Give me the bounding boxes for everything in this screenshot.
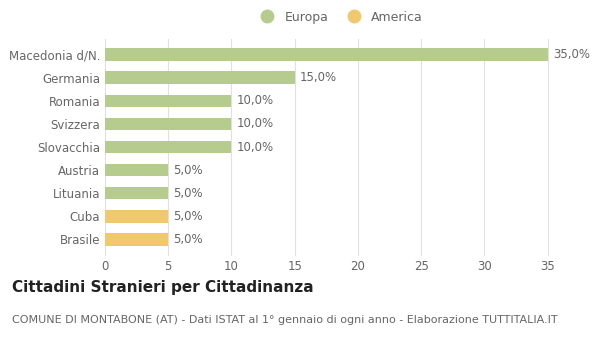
Bar xyxy=(105,210,168,223)
Text: 10,0%: 10,0% xyxy=(236,118,274,131)
Bar xyxy=(105,141,232,153)
Text: 5,0%: 5,0% xyxy=(173,163,203,176)
Legend: Europa, America: Europa, America xyxy=(250,6,428,29)
Bar xyxy=(105,71,295,84)
Bar xyxy=(105,233,168,246)
Bar xyxy=(105,187,168,199)
Bar xyxy=(105,94,232,107)
Text: 5,0%: 5,0% xyxy=(173,210,203,223)
Bar xyxy=(105,164,168,176)
Text: 35,0%: 35,0% xyxy=(553,48,590,61)
Bar xyxy=(105,118,232,130)
Bar xyxy=(105,48,548,61)
Text: Cittadini Stranieri per Cittadinanza: Cittadini Stranieri per Cittadinanza xyxy=(12,280,314,295)
Text: 10,0%: 10,0% xyxy=(236,140,274,154)
Text: COMUNE DI MONTABONE (AT) - Dati ISTAT al 1° gennaio di ogni anno - Elaborazione : COMUNE DI MONTABONE (AT) - Dati ISTAT al… xyxy=(12,315,557,325)
Text: 10,0%: 10,0% xyxy=(236,94,274,107)
Text: 5,0%: 5,0% xyxy=(173,187,203,199)
Text: 5,0%: 5,0% xyxy=(173,233,203,246)
Text: 15,0%: 15,0% xyxy=(300,71,337,84)
